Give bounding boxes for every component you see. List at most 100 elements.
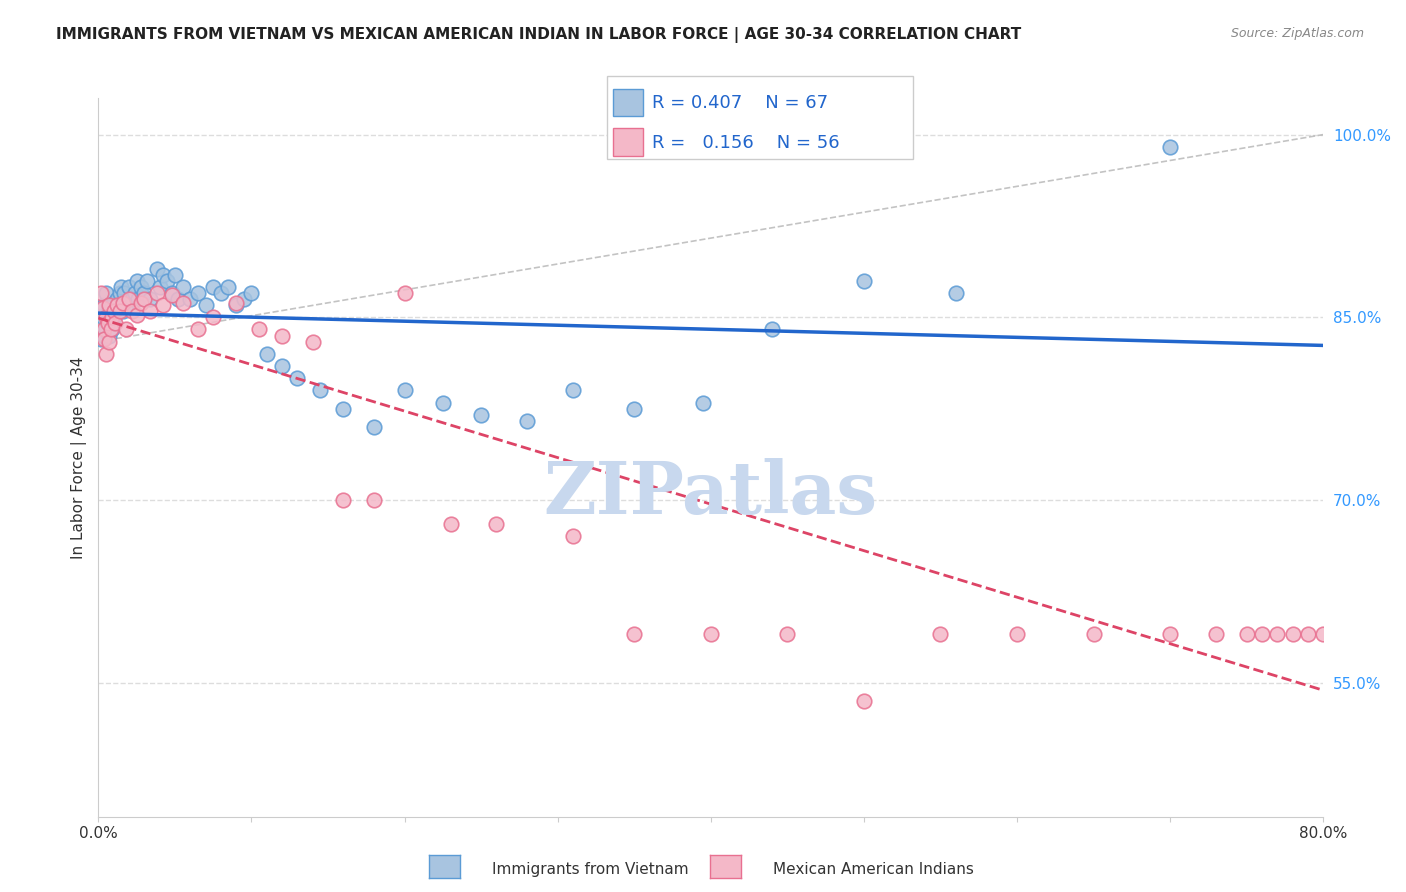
Point [1327, 627, 1350, 641]
Point [439, 517, 461, 532]
FancyBboxPatch shape [607, 77, 912, 159]
FancyBboxPatch shape [613, 128, 644, 155]
Point [172, 295, 194, 310]
Text: R = 0.407    N = 67: R = 0.407 N = 67 [652, 94, 828, 112]
Point [700, 627, 723, 641]
Point [225, 298, 247, 312]
Point [125, 274, 148, 288]
Point [852, 274, 875, 288]
Point [1159, 140, 1181, 154]
Point [945, 285, 967, 300]
Point [1159, 627, 1181, 641]
Point [160, 285, 183, 300]
Point [167, 292, 190, 306]
Point [101, 310, 124, 325]
Point [1205, 627, 1227, 641]
Point [96, 317, 118, 331]
Point [98, 328, 121, 343]
Point [111, 304, 134, 318]
Point [134, 292, 156, 306]
Point [1343, 627, 1365, 641]
Point [145, 261, 167, 276]
Point [108, 304, 131, 318]
Point [94, 347, 117, 361]
Point [1251, 627, 1274, 641]
Point [309, 384, 332, 398]
Point [111, 295, 134, 310]
Point [562, 384, 585, 398]
Point [172, 280, 194, 294]
Point [163, 268, 186, 282]
Point [247, 322, 270, 336]
Point [103, 304, 125, 318]
Point [160, 288, 183, 302]
FancyBboxPatch shape [613, 88, 644, 116]
Point [104, 317, 127, 331]
Point [110, 280, 132, 294]
Point [225, 295, 247, 310]
Point [94, 322, 117, 336]
Point [98, 310, 121, 325]
Point [139, 304, 162, 318]
Point [96, 304, 118, 318]
Point [929, 627, 952, 641]
Point [96, 317, 118, 331]
Point [100, 317, 122, 331]
Point [107, 298, 129, 312]
Point [145, 285, 167, 300]
Point [118, 292, 141, 306]
Point [761, 322, 783, 336]
Point [692, 395, 714, 409]
Point [91, 301, 114, 315]
Point [232, 292, 254, 306]
Point [179, 292, 201, 306]
Point [104, 304, 127, 318]
Point [187, 285, 209, 300]
Point [108, 285, 131, 300]
Point [94, 285, 117, 300]
Point [240, 285, 263, 300]
Point [1236, 627, 1258, 641]
Point [103, 310, 125, 325]
Point [470, 408, 492, 422]
Point [562, 529, 585, 543]
Point [134, 285, 156, 300]
Point [332, 401, 354, 416]
Point [218, 280, 240, 294]
Point [152, 268, 174, 282]
Point [776, 627, 799, 641]
Point [105, 298, 128, 312]
Point [149, 280, 172, 294]
Point [93, 322, 115, 336]
Point [112, 285, 135, 300]
Point [100, 304, 122, 318]
Point [90, 332, 112, 346]
Point [194, 298, 217, 312]
Y-axis label: In Labor Force | Age 30-34: In Labor Force | Age 30-34 [72, 356, 87, 558]
Point [623, 627, 645, 641]
Point [202, 310, 225, 325]
Point [432, 395, 454, 409]
Point [90, 285, 112, 300]
Point [139, 292, 162, 306]
Point [1296, 627, 1319, 641]
Point [156, 274, 179, 288]
Point [394, 285, 416, 300]
Point [287, 371, 309, 385]
Point [301, 334, 323, 349]
Text: R =   0.156    N = 56: R = 0.156 N = 56 [652, 134, 839, 152]
Point [363, 420, 385, 434]
Point [101, 298, 124, 312]
Point [115, 298, 138, 312]
Point [121, 304, 143, 318]
Point [1005, 627, 1028, 641]
Point [332, 492, 354, 507]
Text: Mexican American Indians: Mexican American Indians [773, 863, 974, 877]
Point [485, 517, 508, 532]
Point [98, 298, 121, 312]
Point [516, 414, 538, 428]
Point [271, 359, 294, 373]
Point [94, 310, 117, 325]
Point [101, 322, 124, 336]
Point [93, 332, 115, 346]
